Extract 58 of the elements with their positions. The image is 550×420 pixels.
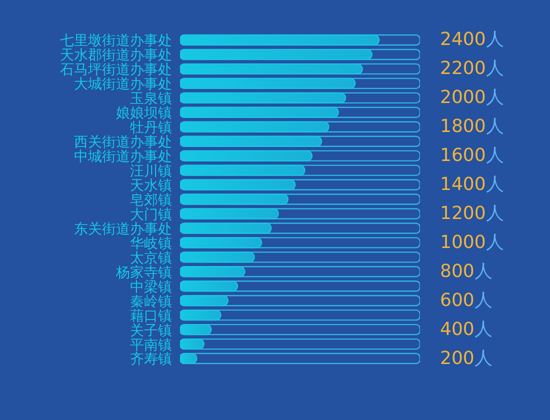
y-tick-label: 天水郡街道办事处 (60, 48, 172, 64)
y-tick-label: 皂郊镇 (130, 192, 172, 208)
y-tick-label: 东关街道办事处 (74, 221, 172, 238)
y-tick-label: 石马坪街道办事处 (60, 62, 172, 78)
bar (180, 48, 372, 60)
bar (180, 222, 272, 234)
bar (180, 92, 346, 104)
y-tick-label: 牡丹镇 (130, 120, 172, 136)
y-tick-label: 秦岭镇 (130, 294, 172, 310)
y-tick-label: 七里墩街道办事处 (60, 33, 172, 50)
bar (180, 310, 222, 321)
y-tick-label: 大城街道办事处 (74, 76, 172, 93)
bar (180, 164, 306, 176)
text: 2200人 (440, 58, 504, 80)
bar (180, 194, 288, 205)
text: 1800人 (440, 116, 504, 138)
y-tick-label: 杨家寺镇 (115, 264, 172, 281)
bar (180, 295, 228, 306)
bar (180, 280, 238, 292)
text: 2400人 (440, 29, 504, 50)
text: 600人 (440, 290, 492, 311)
y-tick-label: 关子镇 (130, 322, 172, 339)
bar (180, 121, 330, 132)
text: 2000人 (440, 87, 504, 108)
bar (180, 237, 262, 248)
bar (180, 252, 255, 263)
text: 1000人 (440, 232, 504, 253)
bar (180, 338, 420, 350)
y-tick-label: 天水镇 (130, 178, 172, 194)
y-tick-label: 中梁镇 (130, 279, 172, 296)
y-tick-label: 中城街道办事处 (74, 149, 172, 166)
y-tick-label: 西关街道办事处 (74, 134, 172, 151)
bar (180, 266, 246, 278)
text: 200人 (440, 348, 492, 369)
y-tick-label: 玉泉镇 (130, 91, 172, 108)
y-tick-label: 娘娘坝镇 (116, 106, 172, 122)
y-tick-label: 藉口镇 (130, 308, 172, 324)
text: 1200人 (440, 202, 504, 224)
bar (180, 208, 279, 220)
text: 1600人 (440, 145, 504, 166)
y-tick-label: 平南镇 (130, 337, 172, 354)
bar (180, 352, 420, 364)
text: 800人 (440, 260, 492, 282)
y-tick-label: 汪川镇 (130, 164, 172, 180)
bar (180, 179, 296, 190)
bar (180, 136, 322, 147)
text: 400人 (440, 318, 492, 340)
bar (180, 34, 380, 46)
bar (180, 63, 363, 74)
bar (180, 150, 312, 162)
y-tick-label: 大门镇 (130, 206, 172, 223)
text: 1400人 (440, 174, 504, 196)
y-tick-label: 华岐镇 (130, 236, 172, 252)
y-tick-label: 齐寿镇 (130, 352, 172, 368)
bar (180, 324, 420, 336)
bar (180, 78, 356, 89)
bar (180, 106, 339, 118)
y-tick-label: 太京镇 (130, 250, 172, 266)
